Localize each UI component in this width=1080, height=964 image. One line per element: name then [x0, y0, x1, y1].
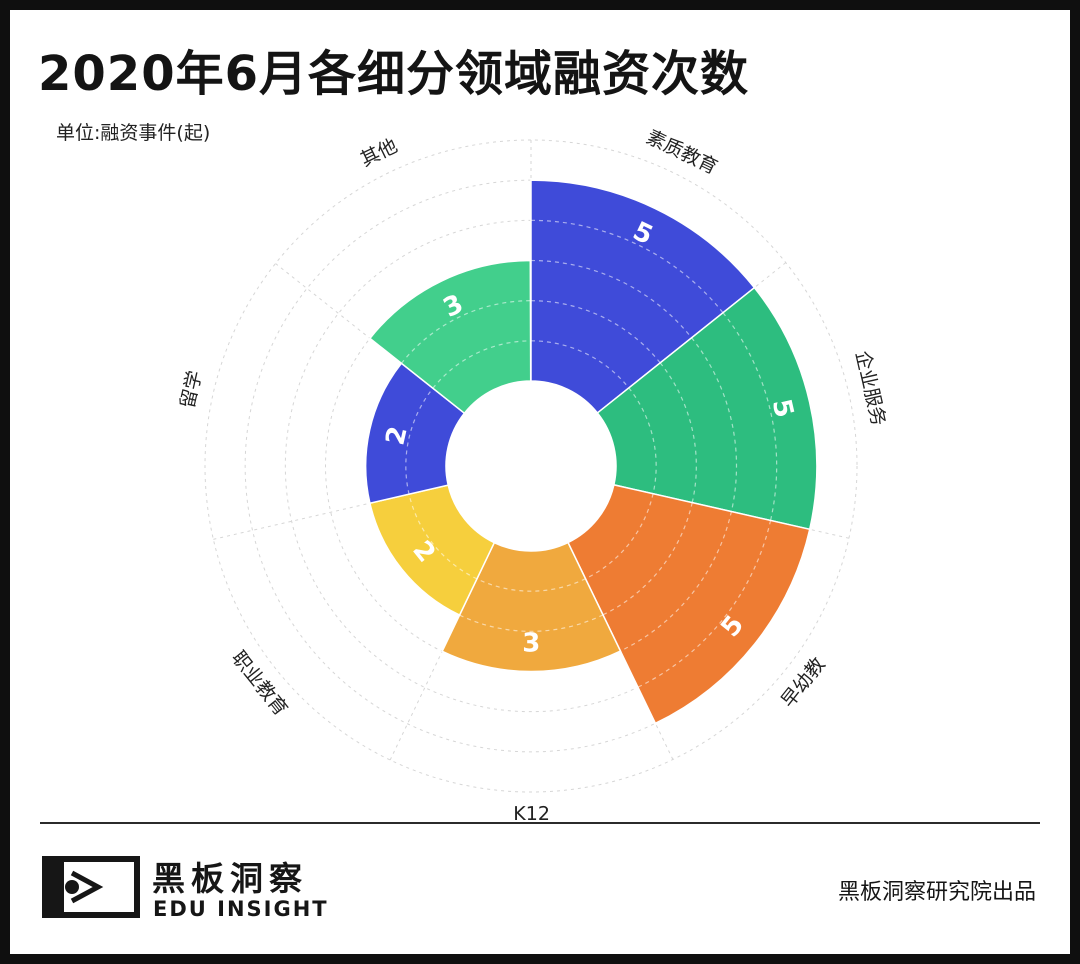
- brand-name-cn: 黑板洞察: [152, 859, 308, 898]
- category-label: 留学: [177, 369, 207, 411]
- bar-grid-line: [722, 312, 778, 521]
- bar-grid-line: [691, 337, 738, 512]
- bar-1: [530, 179, 756, 415]
- bar-grid-line: [459, 614, 604, 632]
- bar-grid-line: [530, 219, 724, 314]
- bar-grid-line: [530, 300, 661, 364]
- category-label: 素质教育: [643, 126, 721, 179]
- bar-grid-line: [405, 387, 434, 495]
- unit-label: 单位:融资事件(起): [56, 122, 211, 144]
- brand-name-en: EDU INSIGHT: [153, 897, 329, 921]
- bar-grid-line: [476, 578, 586, 592]
- category-label: 早幼教: [777, 653, 830, 711]
- bar-grid-line: [620, 511, 732, 652]
- bar-grid-line: [400, 300, 531, 364]
- bar-3: [566, 483, 811, 725]
- bar-grid-line: [659, 362, 697, 503]
- credit-text: 黑板洞察研究院出品: [837, 880, 1036, 905]
- edu-insight-logo-icon: [42, 856, 140, 918]
- footer-divider: [40, 822, 1040, 824]
- bar-grid-line: [637, 520, 772, 688]
- category-label: 企业服务: [851, 349, 889, 428]
- bar-grid-line: [432, 340, 531, 389]
- bars: [364, 179, 818, 725]
- category-label: K12: [513, 803, 550, 820]
- category-label: 职业教育: [227, 647, 292, 720]
- bar-grid-line: [602, 502, 693, 616]
- data-label: 3: [522, 628, 540, 658]
- bar-grid-line: [408, 494, 478, 580]
- grid-spoke: [213, 484, 449, 540]
- center-hole: [447, 382, 615, 550]
- bar-grid-line: [585, 493, 654, 580]
- category-label: 其他: [357, 135, 401, 171]
- page-title: 2020年6月各细分领域融资次数: [38, 46, 749, 102]
- bar-4: [441, 541, 622, 673]
- bar-grid-line: [628, 387, 657, 494]
- bar-grid-line: [530, 340, 630, 389]
- bar-grid-line: [530, 259, 693, 339]
- bar-7: [368, 259, 532, 415]
- bar-2: [596, 286, 818, 531]
